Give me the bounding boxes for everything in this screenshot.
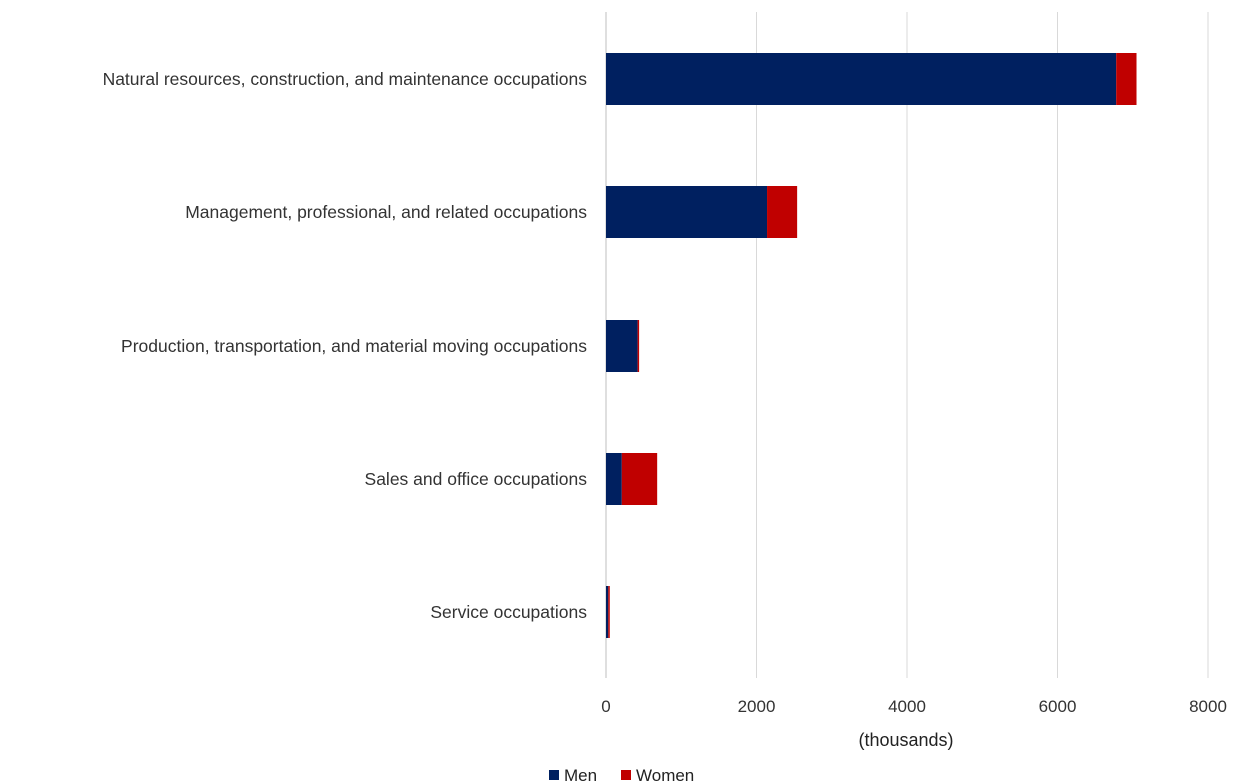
x-axis-title: (thousands): [858, 730, 953, 750]
category-labels: Natural resources, construction, and mai…: [103, 69, 588, 622]
x-tick-label-8000: 8000: [1189, 697, 1227, 716]
bar-women-3: [621, 453, 658, 505]
bars: [606, 53, 1137, 638]
legend-label-men: Men: [564, 766, 597, 784]
x-tick-label-0: 0: [601, 697, 610, 716]
category-label-4: Service occupations: [430, 602, 587, 622]
bar-women-2: [637, 320, 640, 372]
x-tick-label-4000: 4000: [888, 697, 926, 716]
x-tick-label-2000: 2000: [738, 697, 776, 716]
legend-swatch-women: [621, 770, 631, 780]
legend-swatch-men: [549, 770, 559, 780]
x-tick-labels: 0 2000 4000 6000 8000: [601, 697, 1227, 716]
bar-men-4: [606, 586, 609, 638]
category-label-0: Natural resources, construction, and mai…: [103, 69, 588, 89]
bar-women-1: [767, 186, 798, 238]
category-label-2: Production, transportation, and material…: [121, 336, 587, 356]
bar-women-4: [608, 586, 610, 638]
bar-women-0: [1116, 53, 1137, 105]
legend: Men Women: [549, 766, 694, 784]
x-tick-label-6000: 6000: [1039, 697, 1077, 716]
category-label-3: Sales and office occupations: [365, 469, 588, 489]
bar-men-1: [606, 186, 768, 238]
bar-men-0: [606, 53, 1117, 105]
legend-label-women: Women: [636, 766, 694, 784]
gridlines: [605, 12, 1209, 678]
bar-men-2: [606, 320, 638, 372]
bar-men-3: [606, 453, 622, 505]
category-label-1: Management, professional, and related oc…: [185, 202, 587, 222]
